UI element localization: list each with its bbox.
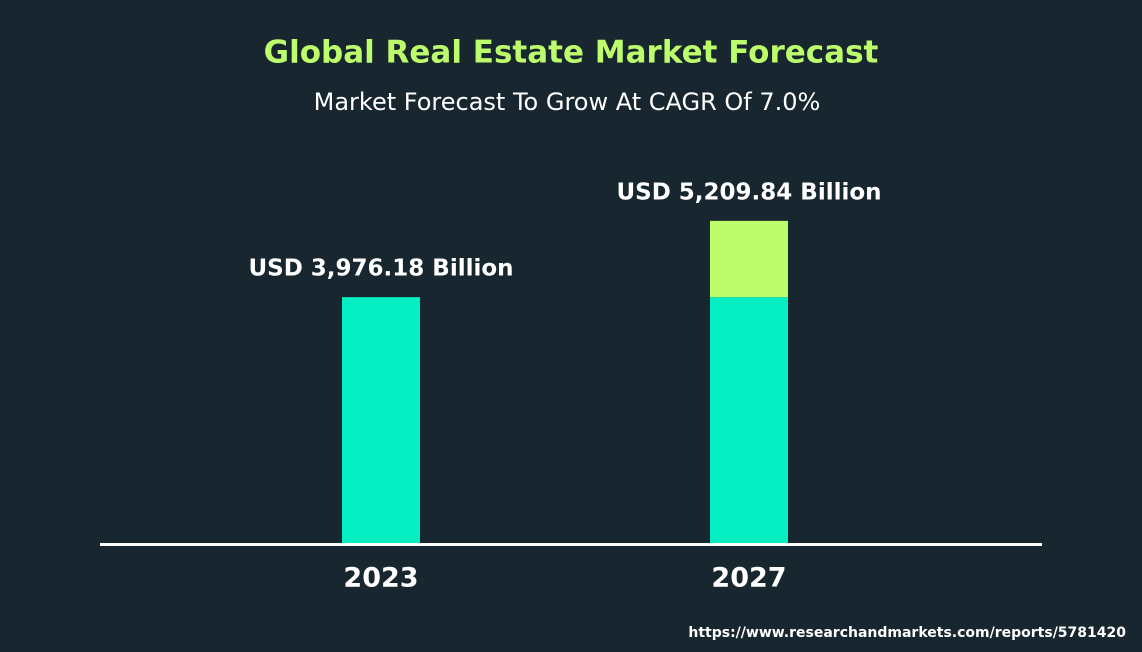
bar: [342, 297, 420, 543]
x-tick-label: 2023: [343, 563, 418, 594]
x-tick-label: 2027: [711, 563, 786, 594]
value-label: USD 3,976.18 Billion: [248, 256, 513, 282]
bar-growth: [710, 220, 788, 298]
source: https://www.researchandmarkets.com/repor…: [688, 625, 1126, 641]
value-label: USD 5,209.84 Billion: [616, 179, 881, 205]
chart-title: Global Real Estate Market Forecast: [264, 35, 879, 71]
chart-subtitle: Market Forecast To Grow At CAGR Of 7.0%: [314, 88, 821, 116]
bar-base: [710, 297, 788, 543]
